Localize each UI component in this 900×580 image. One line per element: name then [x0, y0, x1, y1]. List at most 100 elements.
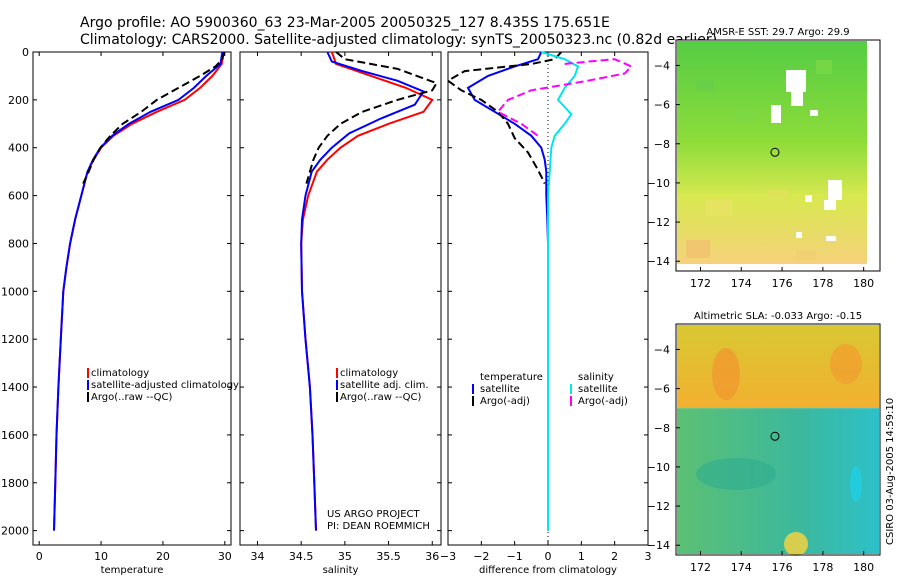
y-tick-label: 800 [8, 237, 29, 250]
title-line-1: Argo profile: AO 5900360_63 23-Mar-2005 … [80, 15, 610, 31]
x-tick-label: 0 [545, 550, 552, 563]
x-tick-label: 34.5 [289, 550, 314, 563]
temperature-frame [32, 51, 232, 546]
y-tick-label: 1400 [1, 381, 29, 394]
y-tick-label: 2000 [1, 525, 29, 538]
y-tick-label: −4 [654, 59, 670, 72]
cloud-gap [826, 236, 836, 241]
sla-blob [784, 532, 808, 556]
salinity-xlabel: salinity [323, 565, 359, 576]
legend-label: satellite [480, 384, 520, 395]
y-tick-label: −8 [654, 422, 670, 435]
legend-label: Argo(-adj) [480, 396, 530, 407]
x-tick-label: 3 [645, 550, 652, 563]
legend-label: satellite adj. clim. [340, 380, 429, 391]
cloud-gap [805, 195, 812, 202]
sst-mottle [706, 200, 732, 216]
x-tick-label: −2 [473, 550, 489, 563]
sst-field [677, 41, 867, 264]
sla-blob [712, 348, 740, 400]
x-tick-label: 2 [611, 550, 618, 563]
x-tick-label: 36 [425, 550, 439, 563]
series-line [541, 51, 580, 531]
x-tick-label: 0 [36, 550, 43, 563]
y-tick-label: 1000 [1, 285, 29, 298]
sla_map-title: Altimetric SLA: -0.033 Argo: -0.15 [694, 311, 862, 322]
x-tick-label: −1 [507, 550, 523, 563]
y-tick-label: −10 [647, 177, 670, 190]
x-tick-label: −3 [440, 550, 456, 563]
legend-group-title: temperature [480, 372, 543, 383]
sst_map-panel: AMSR-E SST: 29.7 Argo: 29.9 −4 −6 −8 −10 −12 −… [647, 27, 881, 290]
cloud-gap [771, 105, 781, 123]
sla-blob [850, 466, 862, 502]
legend-label: Argo(..raw --QC) [340, 392, 422, 403]
x-tick-label: 178 [812, 561, 833, 574]
y-tick-label: 1600 [1, 429, 29, 442]
y-tick-label: 1200 [1, 333, 29, 346]
y-tick-label: −10 [647, 461, 670, 474]
sst-mottle [736, 110, 756, 122]
x-tick-label: 180 [853, 277, 874, 290]
argo-position-marker [770, 431, 780, 441]
y-tick-label: −12 [647, 216, 670, 229]
y-tick-label: 400 [8, 142, 29, 155]
y-tick-label: −8 [654, 138, 670, 151]
credit-line-1: US ARGO PROJECT [327, 509, 421, 520]
sst_map-frame [675, 39, 881, 272]
y-tick-label: −14 [647, 539, 670, 552]
legend-label: Argo(-adj) [578, 396, 628, 407]
timestamp: CSIRO 03-Aug-2005 14:59:10 [885, 398, 896, 545]
sst_map-title: AMSR-E SST: 29.7 Argo: 29.9 [706, 27, 849, 38]
y-tick-label: −14 [647, 255, 670, 268]
legend-label: satellite [578, 384, 618, 395]
difference-panel: −3 −2 −1 0 1 2 3 difference from climatology tem… [440, 51, 652, 576]
x-tick-label: 35 [338, 550, 352, 563]
salinity-panel: 34 34.5 35 35.5 36 salinity climatologysatelli… [239, 51, 442, 576]
cloud-gap [810, 110, 818, 116]
legend-label: satellite-adjusted climatology [91, 380, 239, 391]
x-tick-label: 1 [578, 550, 585, 563]
sla-blob [696, 458, 776, 490]
x-tick-label: 172 [690, 561, 711, 574]
series-line [300, 51, 426, 531]
x-tick-label: 174 [731, 561, 752, 574]
sst-mottle [816, 60, 832, 74]
series-line [305, 51, 439, 184]
y-tick-label: 0 [22, 46, 29, 59]
x-tick-label: 174 [731, 277, 752, 290]
sst-mottle [686, 240, 710, 258]
y-tick-label: −12 [647, 500, 670, 513]
sst-mottle [696, 80, 714, 90]
series-line [496, 58, 633, 137]
cloud-gap [786, 70, 806, 92]
series-line [446, 51, 563, 185]
legend-label: climatology [91, 368, 149, 379]
x-tick-label: 30 [218, 550, 232, 563]
difference-xlabel: difference from climatology [479, 565, 617, 576]
x-tick-label: 10 [94, 550, 108, 563]
legend-label: climatology [340, 368, 398, 379]
x-tick-label: 172 [690, 277, 711, 290]
cloud-gap [796, 232, 802, 238]
temperature-panel: 0 200 400 600 800 1000 1200 1400 1600 1800 2000 0 10… [1, 46, 239, 576]
x-tick-label: 34 [250, 550, 264, 563]
sla-blob [830, 344, 862, 384]
legend-label: Argo(..raw --QC) [91, 392, 173, 403]
cloud-gap [828, 180, 842, 200]
x-tick-label: 176 [772, 277, 793, 290]
x-tick-label: 35.5 [376, 550, 401, 563]
sst-mottle [796, 250, 816, 260]
y-tick-label: 1800 [1, 477, 29, 490]
series-line [82, 51, 226, 185]
y-tick-label: −6 [654, 99, 670, 112]
x-tick-label: 176 [772, 561, 793, 574]
y-tick-label: −6 [654, 383, 670, 396]
sla_map-frame [675, 323, 881, 556]
y-tick-label: 600 [8, 190, 29, 203]
temperature-xlabel: temperature [101, 565, 164, 576]
cloud-gap [791, 92, 803, 106]
legend-group-title: salinity [578, 372, 614, 383]
x-tick-label: 180 [853, 561, 874, 574]
